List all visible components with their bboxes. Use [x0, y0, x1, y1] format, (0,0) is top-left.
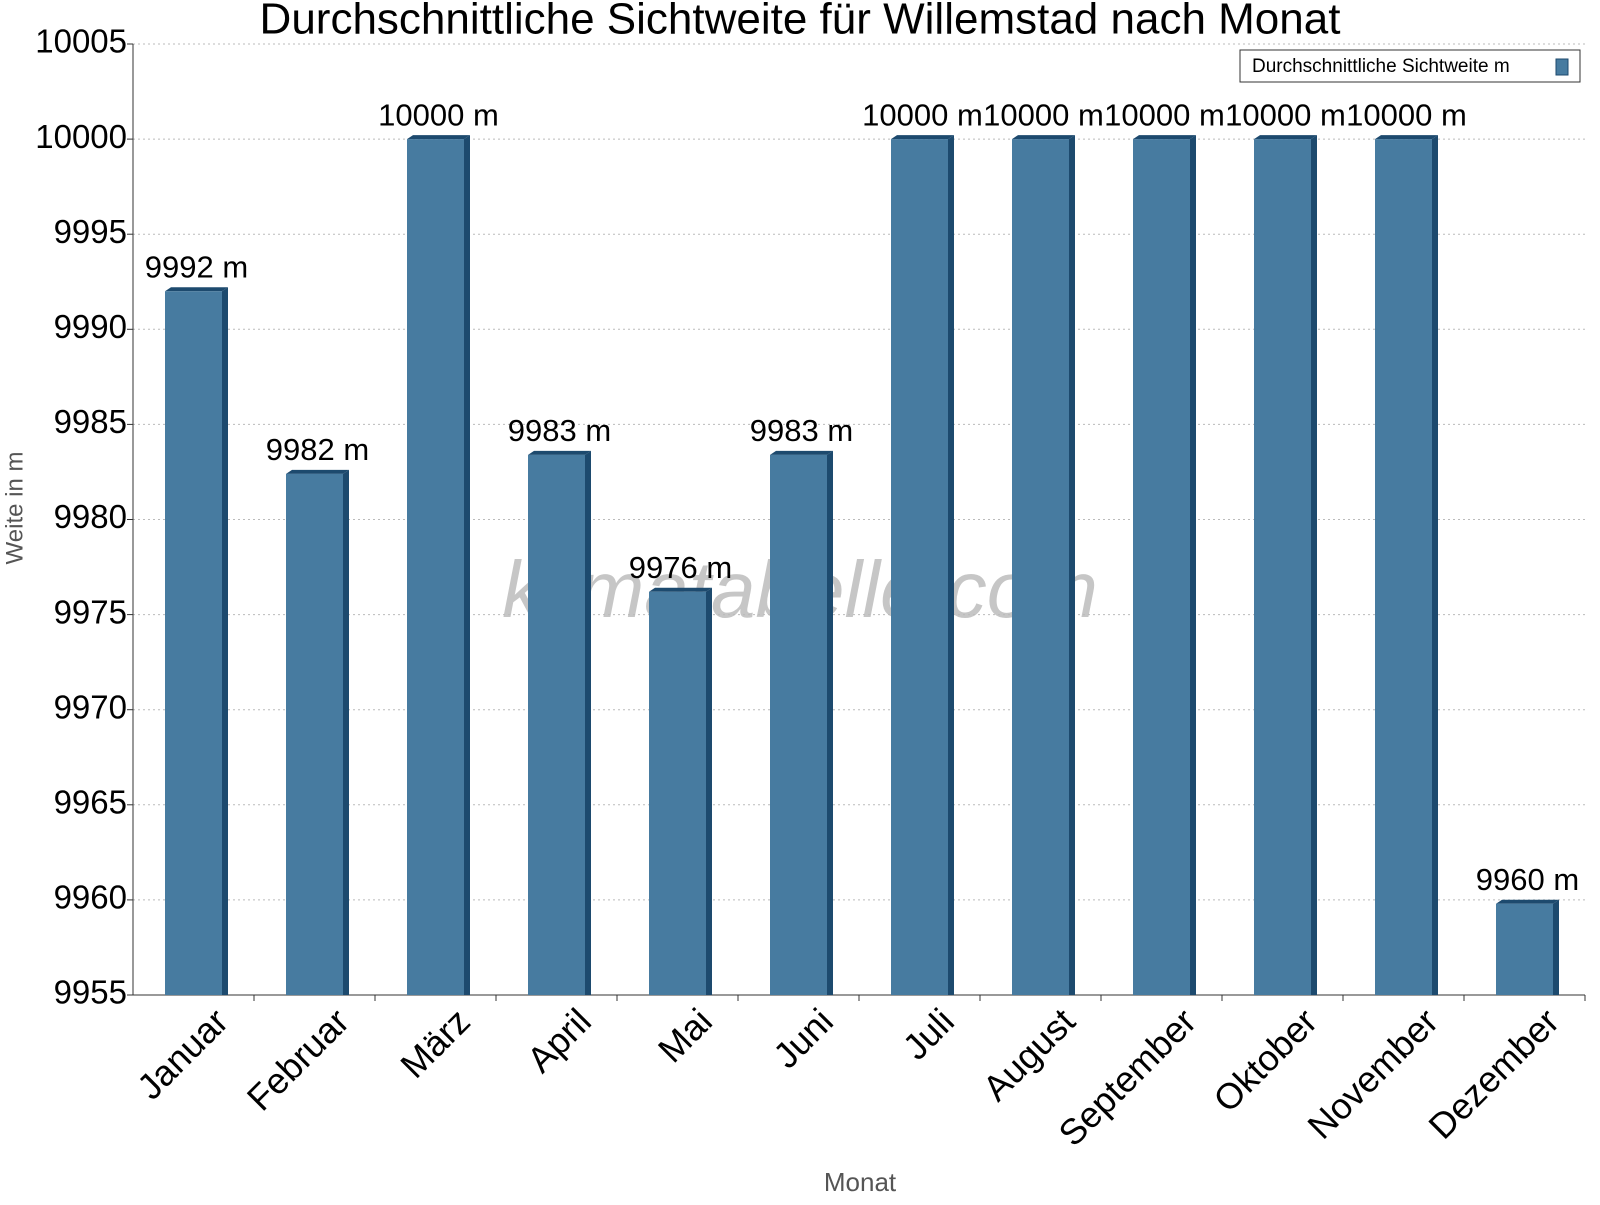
- y-tick-label: 9995: [54, 213, 127, 250]
- value-label: 10000 m: [862, 97, 983, 132]
- bar-side: [343, 469, 349, 995]
- bar-side: [1553, 899, 1559, 995]
- bar-top: [528, 450, 591, 455]
- x-tick-label: Mai: [650, 1000, 720, 1070]
- bar: [1254, 139, 1311, 996]
- x-tick-label: März: [392, 1000, 478, 1086]
- legend-label: Durchschnittliche Sichtweite m: [1252, 56, 1510, 77]
- bar: [286, 473, 343, 995]
- value-label: 10000 m: [983, 97, 1104, 132]
- value-label: 9960 m: [1476, 862, 1579, 897]
- legend-swatch: [1555, 58, 1569, 76]
- x-tick-label: Juli: [895, 1000, 962, 1067]
- x-tick-label: Juni: [765, 1000, 841, 1076]
- bar-top: [891, 135, 954, 140]
- bar-side: [1432, 135, 1438, 996]
- x-tick-label: Februar: [239, 1000, 357, 1118]
- legend: Durchschnittliche Sichtweite m: [1239, 49, 1581, 83]
- x-axis-label: Monat: [824, 1167, 897, 1197]
- bar-side: [706, 587, 712, 995]
- x-tick-label: Oktober: [1205, 1000, 1325, 1120]
- x-tick-label: Januar: [129, 1000, 236, 1107]
- bar-side: [827, 450, 833, 995]
- x-tick-label: August: [975, 1000, 1083, 1108]
- y-axis-label: Weite in m: [1, 452, 28, 565]
- bar: [528, 454, 585, 995]
- bar-side: [948, 135, 954, 996]
- bar-top: [286, 469, 349, 474]
- bar-top: [1254, 135, 1317, 140]
- legend-box: [1239, 49, 1581, 83]
- value-label: 9982 m: [266, 432, 369, 467]
- y-tick-label: 9970: [54, 688, 127, 725]
- value-label: 9983 m: [750, 413, 853, 448]
- bar: [1012, 139, 1069, 996]
- bar-top: [770, 450, 833, 455]
- y-tick-label: 9965: [54, 784, 127, 821]
- bar-side: [585, 450, 591, 995]
- value-label: 9983 m: [508, 413, 611, 448]
- bar: [649, 591, 706, 995]
- x-tick-label: April: [519, 1000, 599, 1080]
- bar: [891, 139, 948, 996]
- value-label: 10000 m: [1225, 97, 1346, 132]
- y-tick-label: 9980: [54, 498, 127, 535]
- bar-side: [222, 287, 228, 995]
- bar: [1496, 903, 1553, 995]
- bar-side: [1190, 135, 1196, 996]
- value-label: 10000 m: [378, 97, 499, 132]
- bar-top: [1012, 135, 1075, 140]
- x-tick-label: Dezember: [1420, 1000, 1566, 1146]
- y-tick-label: 9955: [54, 974, 127, 1011]
- bar: [770, 454, 827, 995]
- y-tick-label: 10005: [35, 23, 127, 60]
- bar-side: [1311, 135, 1317, 996]
- value-label: 10000 m: [1346, 97, 1467, 132]
- y-tick-label: 9960: [54, 879, 127, 916]
- bar-top: [407, 135, 470, 140]
- bar-top: [649, 587, 712, 592]
- bar-top: [1375, 135, 1438, 140]
- bar: [165, 291, 222, 995]
- chart-title: Durchschnittliche Sichtweite für Willems…: [260, 0, 1341, 44]
- bar-top: [165, 287, 228, 292]
- bar: [407, 139, 464, 996]
- bar: [1133, 139, 1190, 996]
- value-label: 9992 m: [145, 249, 248, 284]
- bar-top: [1133, 135, 1196, 140]
- y-tick-label: 9985: [54, 403, 127, 440]
- x-tick-label: November: [1299, 1000, 1445, 1146]
- value-label: 10000 m: [1104, 97, 1225, 132]
- y-tick-label: 9975: [54, 593, 127, 630]
- bar-top: [1496, 899, 1559, 904]
- bar-side: [1069, 135, 1075, 996]
- y-tick-label: 9990: [54, 308, 127, 345]
- y-tick-label: 10000: [35, 118, 127, 155]
- bar-side: [464, 135, 470, 996]
- bar: [1375, 139, 1432, 996]
- value-label: 9976 m: [629, 550, 732, 585]
